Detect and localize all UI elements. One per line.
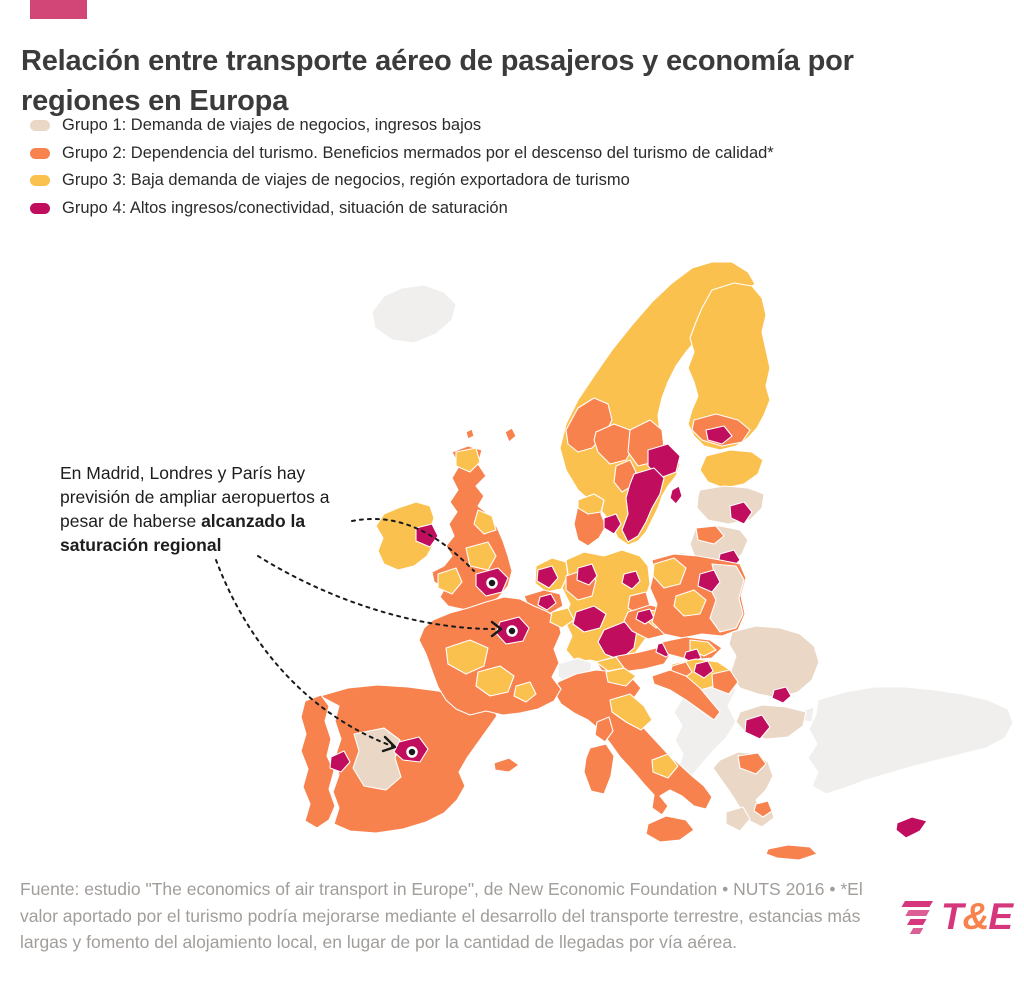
map-region-warsaw [697, 569, 721, 593]
map-region-romania [728, 625, 820, 699]
map-region-france-southeast [513, 681, 537, 703]
map-region-france-center [475, 665, 515, 697]
map-region-sardinia [583, 743, 615, 795]
map-region-budapest [693, 660, 714, 679]
map-region-lisbon [329, 750, 351, 773]
map-region-poland-west [652, 557, 687, 589]
map-region-sicily [645, 815, 695, 843]
annotation-text-bold: alcanzado la saturación regional [60, 511, 306, 555]
te-logo-e: E [988, 896, 1013, 937]
legend-swatch-grupo-3 [30, 175, 50, 186]
legend-label-grupo-3: Grupo 3: Baja demanda de viajes de negoc… [62, 171, 630, 189]
map-region-bucharest [771, 686, 792, 704]
map-region-crete [765, 844, 818, 861]
annotation-text: En Madrid, Londres y París hay previsión… [60, 463, 330, 531]
te-logo-stripes-icon [901, 901, 933, 934]
map-region-uk-midlands [465, 541, 497, 571]
te-logo: T&E [893, 895, 1013, 939]
map-region-balearics [493, 757, 520, 773]
map-region-sweden-south [621, 467, 665, 543]
legend-item-grupo-1: Grupo 1: Demanda de viajes de negocios, … [30, 116, 774, 135]
legend-label-grupo-1: Grupo 1: Demanda de viajes de negocios, … [62, 116, 482, 134]
legend: Grupo 1: Demanda de viajes de negocios, … [30, 116, 774, 226]
legend-item-grupo-2: Grupo 2: Dependencia del turismo. Benefi… [30, 144, 774, 163]
legend-item-grupo-4: Grupo 4: Altos ingresos/conectividad, si… [30, 199, 774, 218]
te-logo-t: T [940, 896, 964, 937]
map-region-uk-scotland-ne [455, 447, 481, 473]
legend-item-grupo-3: Grupo 3: Baja demanda de viajes de negoc… [30, 171, 774, 190]
page-title: Relación entre transporte aéreo de pasaj… [21, 45, 854, 118]
map-region-ireland [375, 501, 435, 571]
legend-label-grupo-4: Grupo 4: Altos ingresos/conectividad, si… [62, 198, 508, 217]
map-region-uk-wales [437, 567, 463, 595]
annotation-arrowhead-paris [490, 620, 503, 638]
map-region-hamburg [576, 563, 598, 586]
map-region-faroe [465, 428, 475, 440]
map-region-shetland [504, 427, 517, 443]
map-region-spain-centerwest [352, 727, 402, 791]
map-region-latvia [696, 485, 765, 525]
map-region-gotland [669, 485, 683, 505]
map-region-berlin [621, 570, 641, 590]
annotation-arrowhead-madrid [381, 735, 397, 753]
legend-swatch-grupo-4 [30, 202, 50, 214]
map-region-prague [635, 608, 655, 625]
source-note: Fuente: estudio "The economics of air tr… [20, 879, 863, 952]
map-region-helsinki [705, 425, 733, 445]
map-region-cyprus [895, 816, 928, 839]
te-logo-ampersand: & [962, 896, 990, 937]
brand-mark [30, 0, 87, 19]
map-annotation: En Madrid, Londres y París hay previsión… [60, 461, 360, 557]
map-region-italy-northeast [605, 667, 637, 687]
map-region-scandinavia [559, 261, 756, 546]
map-region-estonia [699, 449, 764, 489]
map-region-italy-center [609, 693, 653, 731]
annotation-arrow-madrid [215, 559, 393, 747]
map-region-lithuania-north [695, 525, 725, 545]
city-marker-london [486, 577, 498, 589]
map-region-thessaloniki [737, 752, 767, 775]
map-region-uk-northeast [473, 509, 497, 535]
map-region-france-northeast [549, 607, 575, 629]
annotation-arrow-paris [257, 555, 495, 630]
map-region-italy-south [651, 753, 679, 779]
legend-swatch-grupo-2 [30, 147, 50, 159]
map-region-france-northwest [445, 639, 489, 675]
map-region-brussels [537, 593, 557, 611]
map-region-peloponnese [725, 806, 751, 832]
map-region-portugal [300, 694, 336, 829]
city-marker-madrid [406, 746, 418, 758]
map-region-athens [753, 800, 773, 818]
map-region-denmark-north [577, 493, 605, 515]
map-region-norway-oslo [593, 423, 635, 465]
map-region-iceland [371, 284, 457, 344]
map-region-copenhagen [603, 513, 622, 535]
annotation-arrow-london [351, 517, 475, 572]
map-region-poland-center [673, 589, 707, 617]
map-region-dublin [415, 523, 439, 548]
te-logo-text: T&E [940, 896, 1013, 938]
map-region-croatia [651, 669, 721, 721]
map-region-belgrade [711, 669, 739, 695]
map-region-riga [729, 501, 753, 525]
map-region-finland [687, 282, 771, 451]
legend-label-grupo-2: Grupo 2: Dependencia del turismo. Benefi… [62, 143, 774, 162]
map-region-corsica [594, 716, 614, 743]
map-region-frankfurt [572, 605, 607, 633]
legend-swatch-grupo-1 [30, 120, 50, 131]
city-marker-paris [506, 625, 518, 637]
map-region-randstad [536, 565, 559, 589]
map-region-sofia [744, 714, 771, 740]
map-region-turkey [807, 686, 1014, 795]
